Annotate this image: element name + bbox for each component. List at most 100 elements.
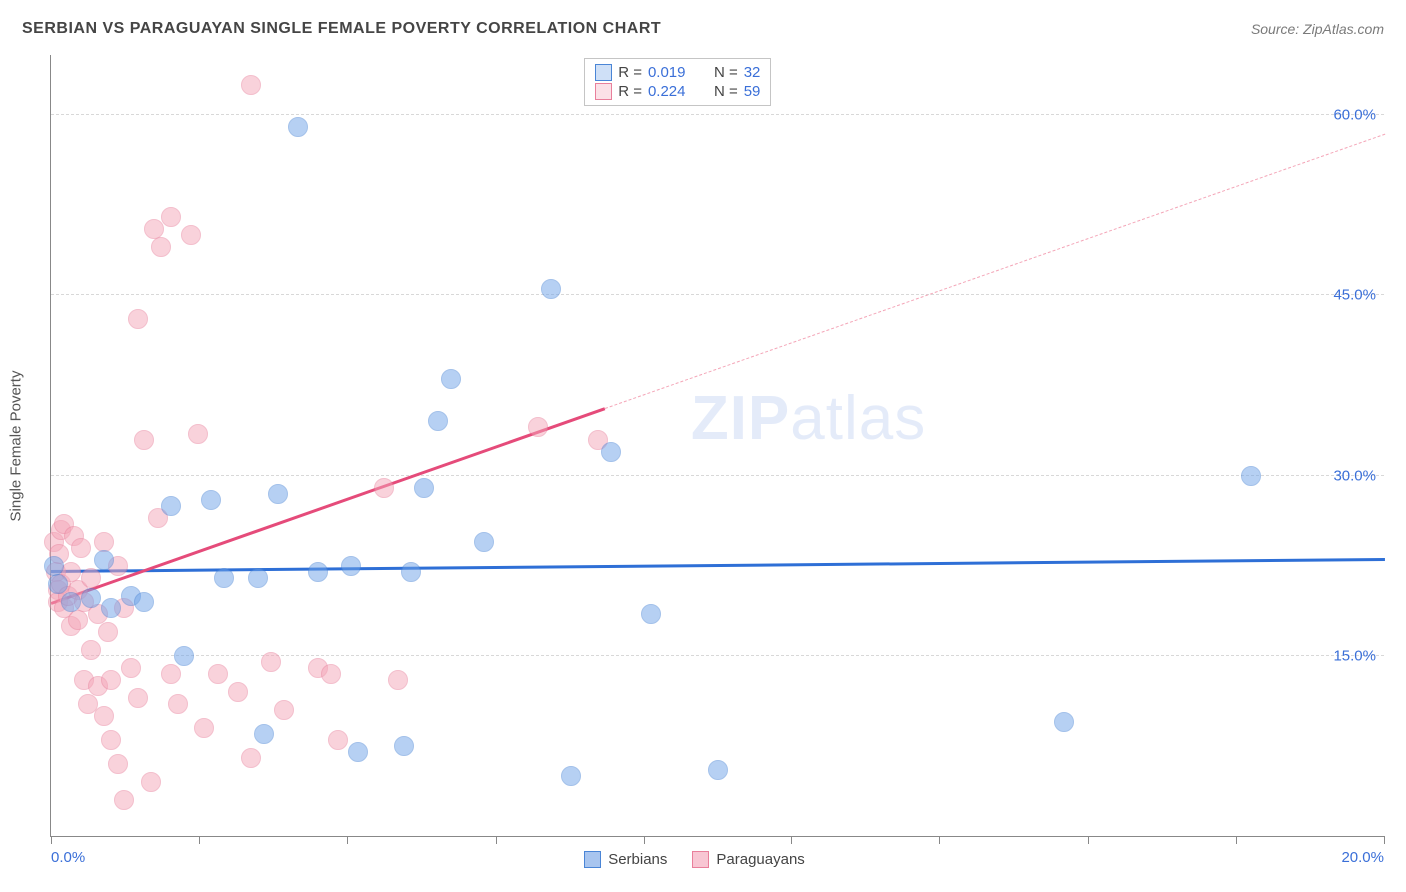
data-point — [71, 538, 91, 558]
data-point — [254, 724, 274, 744]
data-point — [68, 610, 88, 630]
watermark-zip: ZIP — [691, 384, 790, 453]
data-point — [94, 532, 114, 552]
legend-label: Paraguayans — [716, 851, 804, 868]
data-point — [288, 117, 308, 137]
legend-swatch — [584, 851, 601, 868]
data-point — [208, 664, 228, 684]
data-point — [268, 484, 288, 504]
data-point — [441, 369, 461, 389]
data-point — [181, 225, 201, 245]
gridline-horizontal — [51, 655, 1384, 656]
data-point — [308, 562, 328, 582]
data-point — [161, 496, 181, 516]
x-tick — [644, 836, 645, 844]
series-legend: Serbians Paraguayans — [584, 851, 805, 868]
watermark-atlas: atlas — [790, 384, 926, 453]
gridline-horizontal — [51, 475, 1384, 476]
stats-legend: R = 0.019 N = 32R = 0.224 N = 59 — [584, 58, 771, 106]
data-point — [601, 442, 621, 462]
y-axis-label: Single Female Poverty — [8, 370, 25, 521]
data-point — [161, 207, 181, 227]
data-point — [144, 219, 164, 239]
data-point — [81, 640, 101, 660]
data-point — [248, 568, 268, 588]
data-point — [348, 742, 368, 762]
data-point — [128, 688, 148, 708]
data-point — [161, 664, 181, 684]
data-point — [61, 592, 81, 612]
data-point — [94, 550, 114, 570]
source-attribution: Source: ZipAtlas.com — [1251, 21, 1384, 37]
data-point — [108, 754, 128, 774]
x-tick — [1384, 836, 1385, 844]
n-value: 59 — [744, 83, 761, 100]
data-point — [641, 604, 661, 624]
n-label: N = — [714, 83, 738, 100]
data-point — [141, 772, 161, 792]
trend-line-extrapolated — [604, 133, 1385, 408]
x-tick — [791, 836, 792, 844]
r-value: 0.019 — [648, 64, 698, 81]
data-point — [401, 562, 421, 582]
data-point — [541, 279, 561, 299]
stats-row: R =0.019N =32 — [595, 63, 760, 82]
gridline-horizontal — [51, 114, 1384, 115]
x-tick — [51, 836, 52, 844]
data-point — [101, 598, 121, 618]
data-point — [134, 430, 154, 450]
data-point — [201, 490, 221, 510]
data-point — [98, 622, 118, 642]
data-point — [101, 730, 121, 750]
data-point — [151, 237, 171, 257]
data-point — [241, 748, 261, 768]
data-point — [561, 766, 581, 786]
data-point — [321, 664, 341, 684]
data-point — [388, 670, 408, 690]
data-point — [214, 568, 234, 588]
n-value: 32 — [744, 64, 761, 81]
y-tick-label: 15.0% — [1333, 647, 1376, 664]
data-point — [194, 718, 214, 738]
chart-container: SERBIAN VS PARAGUAYAN SINGLE FEMALE POVE… — [0, 0, 1406, 892]
y-tick-label: 45.0% — [1333, 287, 1376, 304]
data-point — [374, 478, 394, 498]
r-value: 0.224 — [648, 83, 698, 100]
data-point — [341, 556, 361, 576]
data-point — [168, 694, 188, 714]
chart-title: SERBIAN VS PARAGUAYAN SINGLE FEMALE POVE… — [22, 20, 661, 38]
legend-swatch — [692, 851, 709, 868]
legend-item: Paraguayans — [692, 851, 804, 868]
data-point — [121, 658, 141, 678]
data-point — [1241, 466, 1261, 486]
legend-item: Serbians — [584, 851, 667, 868]
data-point — [261, 652, 281, 672]
r-label: R = — [618, 83, 642, 100]
data-point — [94, 706, 114, 726]
data-point — [274, 700, 294, 720]
data-point — [48, 574, 68, 594]
data-point — [188, 424, 208, 444]
data-point — [428, 411, 448, 431]
x-tick-label: 20.0% — [1341, 849, 1384, 866]
y-tick-label: 60.0% — [1333, 107, 1376, 124]
data-point — [708, 760, 728, 780]
legend-swatch — [595, 64, 612, 81]
x-tick — [199, 836, 200, 844]
r-label: R = — [618, 64, 642, 81]
stats-row: R = 0.224 N = 59 — [595, 82, 760, 101]
data-point — [81, 588, 101, 608]
x-tick — [1236, 836, 1237, 844]
x-tick — [1088, 836, 1089, 844]
data-point — [241, 75, 261, 95]
x-tick — [347, 836, 348, 844]
data-point — [528, 417, 548, 437]
data-point — [44, 556, 64, 576]
data-point — [128, 309, 148, 329]
data-point — [394, 736, 414, 756]
data-point — [1054, 712, 1074, 732]
data-point — [81, 568, 101, 588]
data-point — [114, 790, 134, 810]
x-tick — [496, 836, 497, 844]
x-tick-label: 0.0% — [51, 849, 85, 866]
